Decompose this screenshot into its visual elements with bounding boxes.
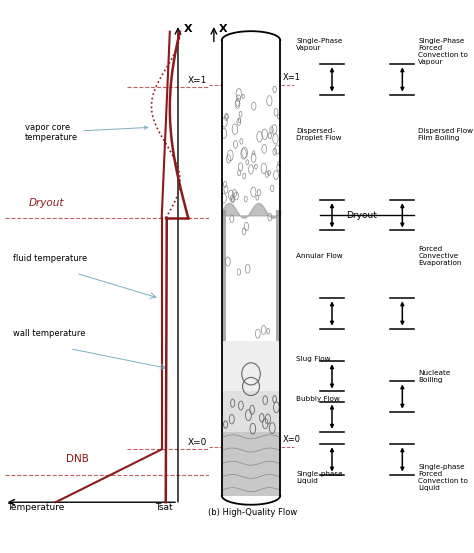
Text: Annular Flow: Annular Flow	[296, 253, 343, 259]
Text: fluid temperature: fluid temperature	[13, 254, 87, 263]
Text: Dryout: Dryout	[346, 211, 377, 220]
Text: Tsat: Tsat	[155, 503, 173, 512]
Text: Single-Phase
Forced
Convection to
Vapour: Single-Phase Forced Convection to Vapour	[418, 38, 468, 65]
Text: wall temperature: wall temperature	[13, 329, 85, 338]
Text: X=0: X=0	[188, 438, 208, 447]
Text: X=1: X=1	[283, 73, 301, 82]
Bar	[222, 210, 280, 341]
Text: Forced
Convective
Evaporation: Forced Convective Evaporation	[418, 246, 462, 265]
Text: vapor core
temperature: vapor core temperature	[25, 123, 147, 142]
Text: Nucleate
Boiling: Nucleate Boiling	[418, 370, 451, 383]
Text: Single-Phase
Vapour: Single-Phase Vapour	[296, 38, 343, 51]
Text: X: X	[219, 24, 228, 34]
Text: DNB: DNB	[66, 455, 89, 465]
Text: Dispersed-
Droplet Flow: Dispersed- Droplet Flow	[296, 128, 342, 142]
Bar	[222, 210, 226, 341]
Text: Temperature: Temperature	[7, 503, 64, 512]
Text: Dispersed Flow
Film Boiling: Dispersed Flow Film Boiling	[418, 128, 473, 142]
Text: (b) High-Quality Flow: (b) High-Quality Flow	[208, 508, 297, 517]
Text: Single-phase
Forced
Convection to
Liquid: Single-phase Forced Convection to Liquid	[418, 463, 468, 491]
Text: Bubbly Flow: Bubbly Flow	[296, 396, 340, 402]
Bar	[222, 392, 280, 432]
Text: X=1: X=1	[188, 76, 208, 85]
Bar	[222, 341, 280, 392]
Text: X: X	[184, 24, 193, 34]
Bar	[222, 40, 280, 82]
Text: X=0: X=0	[283, 435, 301, 445]
Bar	[276, 210, 280, 341]
Text: Slug Flow: Slug Flow	[296, 356, 331, 362]
Text: Single-phase
Liquid: Single-phase Liquid	[296, 471, 343, 483]
Text: Dryout: Dryout	[29, 198, 64, 208]
Bar	[222, 432, 280, 495]
Bar	[222, 82, 280, 210]
